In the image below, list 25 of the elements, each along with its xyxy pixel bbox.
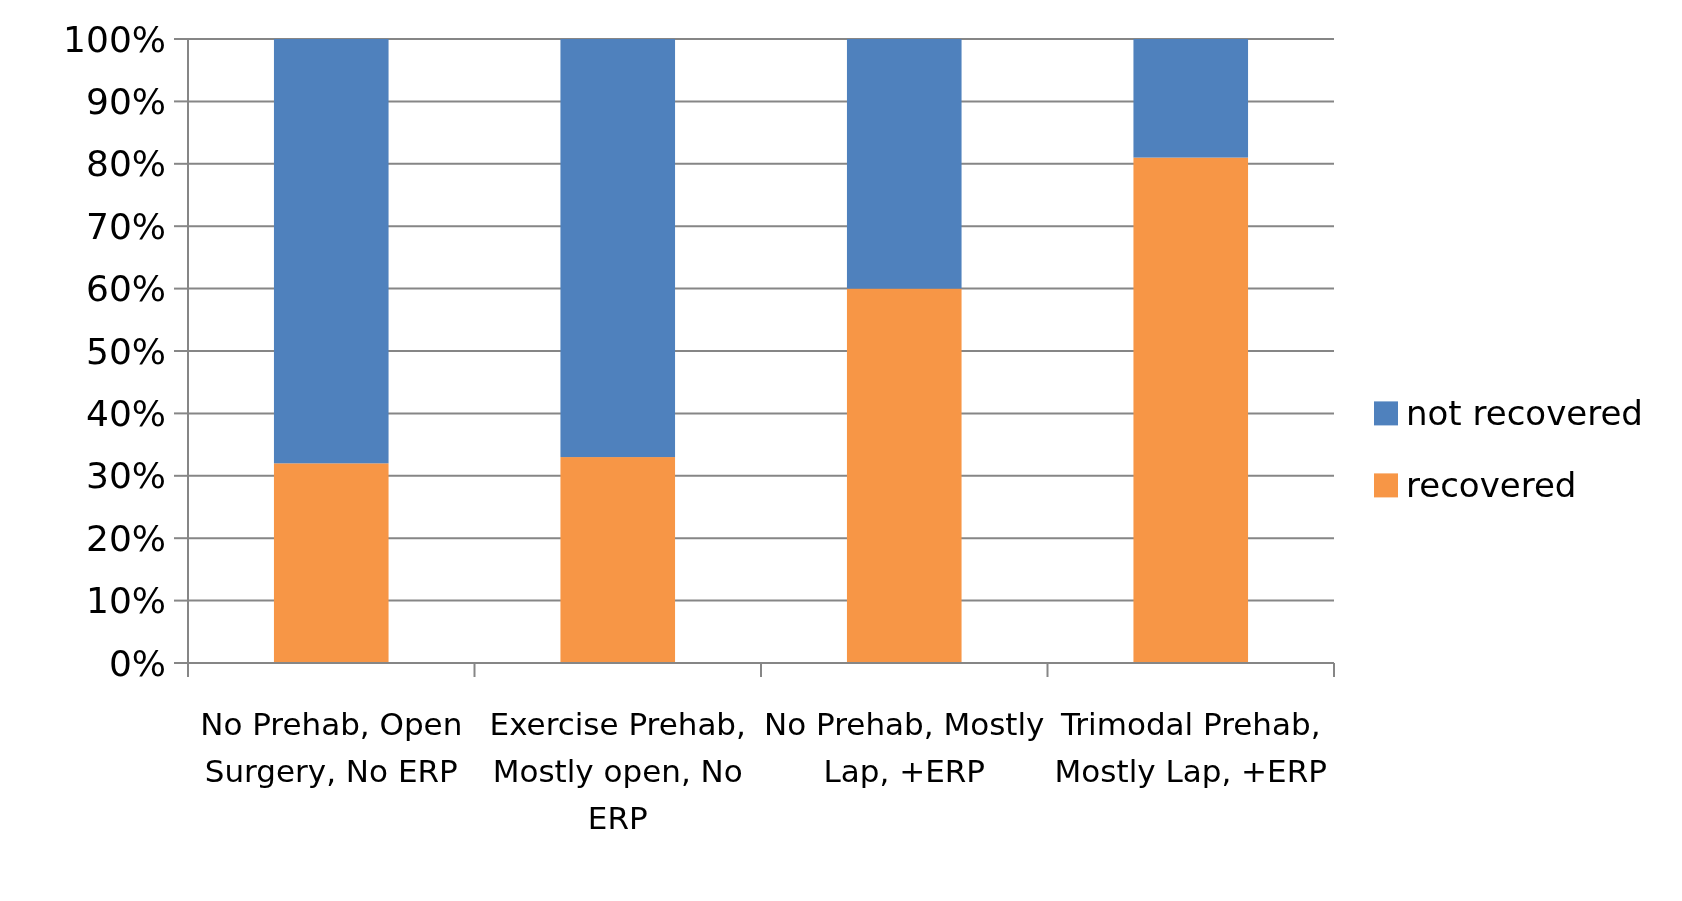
bar xyxy=(560,457,676,663)
y-tick-label: 40% xyxy=(85,393,166,434)
y-tick-label: 70% xyxy=(85,205,166,247)
y-tick-label: 0% xyxy=(108,642,166,684)
x-tick-label: Exercise Prehab, Mostly open, No ERP xyxy=(489,706,746,836)
y-tick-label: 50% xyxy=(85,330,166,372)
bar xyxy=(560,39,676,458)
x-tick-label: No Prehab, Mostly Lap, +ERP xyxy=(764,706,1045,789)
bar xyxy=(1133,157,1249,663)
y-tick-label: 30% xyxy=(85,455,166,497)
y-tick-label: 20% xyxy=(85,517,166,559)
y-tick-label: 90% xyxy=(85,81,166,122)
bar xyxy=(846,39,962,289)
legend-label: not recovered xyxy=(1406,393,1643,434)
bar xyxy=(273,39,389,464)
bar xyxy=(273,463,389,663)
bar xyxy=(846,288,962,663)
y-tick-label: 80% xyxy=(85,143,166,185)
x-tick-label: No Prehab, Open Surgery, No ERP xyxy=(200,706,463,789)
x-tick-label: Trimodal Prehab, Mostly Lap, +ERP xyxy=(1054,706,1327,789)
y-tick-label: 10% xyxy=(85,580,166,622)
y-tick-label: 100% xyxy=(63,18,166,60)
legend-label: recovered xyxy=(1406,465,1577,506)
y-tick-label: 60% xyxy=(85,268,166,310)
bar xyxy=(1133,39,1249,158)
